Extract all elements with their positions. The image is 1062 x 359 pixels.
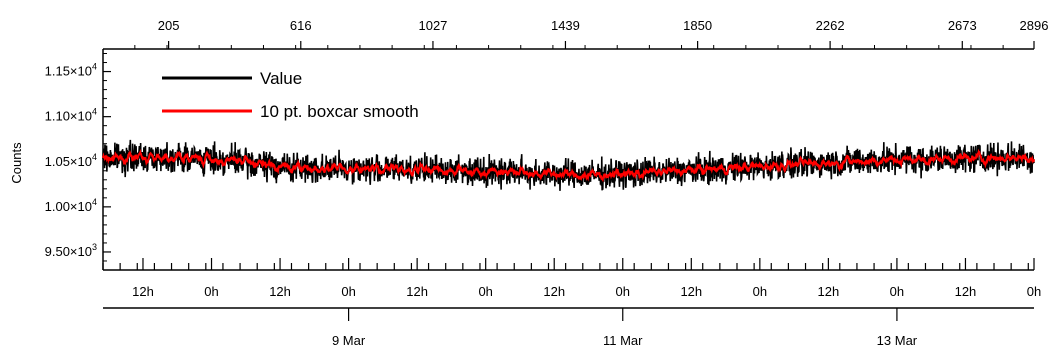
top-tick-label: 1027 — [418, 18, 447, 33]
x-tick-label: 0h — [478, 284, 492, 299]
top-tick-label: 1439 — [551, 18, 580, 33]
x-tick-label: 12h — [955, 284, 977, 299]
x-tick-label: 12h — [406, 284, 428, 299]
x-tick-label: 0h — [616, 284, 630, 299]
legend-label-value: Value — [260, 69, 302, 88]
y-tick-label: 1.15×104 — [45, 62, 97, 79]
y-tick-label: 9.50×103 — [45, 242, 97, 259]
x-tick-label: 0h — [341, 284, 355, 299]
x-tick-label: 12h — [132, 284, 154, 299]
x-tick-label: 0h — [1027, 284, 1041, 299]
top-tick-label: 2896 — [1020, 18, 1049, 33]
x-tick-label: 0h — [890, 284, 904, 299]
x-tick-label: 12h — [818, 284, 840, 299]
top-tick-label: 205 — [158, 18, 180, 33]
top-tick-label: 2673 — [948, 18, 977, 33]
top-tick-label: 616 — [290, 18, 312, 33]
y-tick-label: 1.05×104 — [45, 152, 97, 169]
date-tick-label: 9 Mar — [332, 333, 366, 348]
x-tick-label: 12h — [680, 284, 702, 299]
y-tick-label: 1.00×104 — [45, 197, 97, 214]
date-tick-label: 11 Mar — [603, 333, 643, 348]
date-tick-label: 13 Mar — [877, 333, 918, 348]
x-tick-label: 12h — [543, 284, 565, 299]
series-value-line — [102, 139, 1035, 191]
x-tick-label: 0h — [753, 284, 767, 299]
x-tick-label: 12h — [269, 284, 291, 299]
y-axis-title: Counts — [9, 142, 24, 184]
y-tick-label: 1.10×104 — [45, 107, 97, 124]
top-tick-label: 1850 — [683, 18, 712, 33]
legend-label-smooth: 10 pt. boxcar smooth — [260, 102, 419, 121]
x-tick-label: 0h — [204, 284, 218, 299]
top-tick-label: 2262 — [816, 18, 845, 33]
series-smooth-line — [102, 148, 1035, 183]
